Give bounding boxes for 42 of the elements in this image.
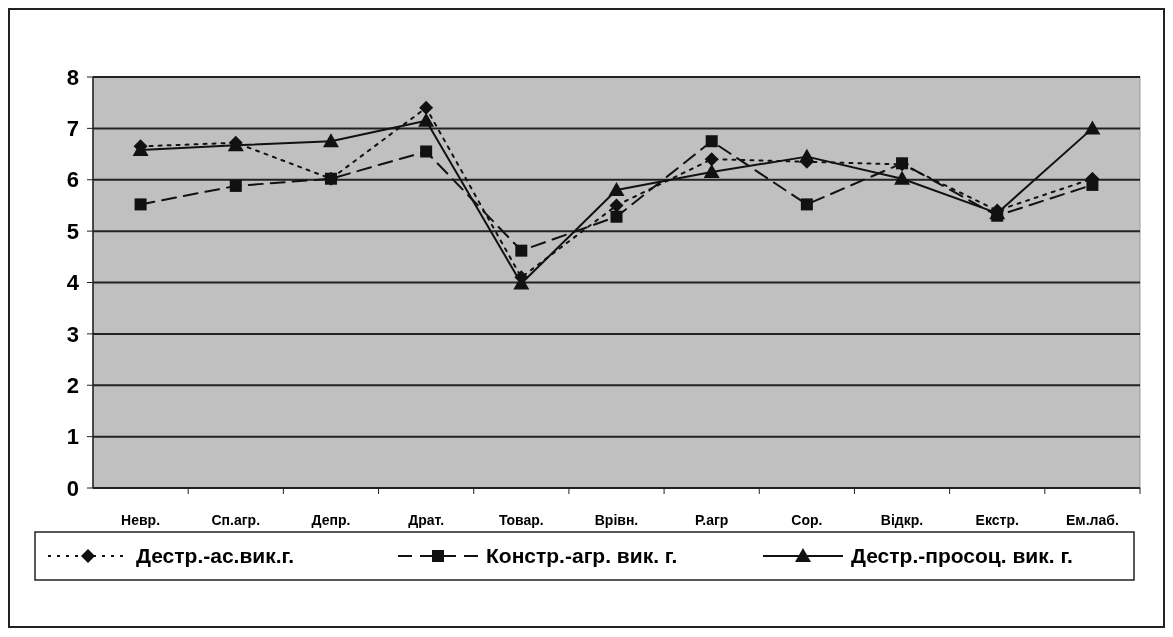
x-tick-label: Екстр. — [975, 512, 1019, 528]
x-tick-label: Відкр. — [880, 512, 924, 528]
y-tick-label: 1 — [66, 424, 79, 450]
x-tick-label: Невр. — [121, 512, 161, 528]
y-tick-label: 7 — [66, 116, 79, 142]
point — [610, 210, 623, 223]
point — [419, 100, 434, 115]
x-tick-label: Сп.агр. — [211, 512, 261, 528]
x-tick-label: Ем.лаб. — [1066, 512, 1119, 528]
y-tick-label: 3 — [66, 321, 79, 347]
point — [322, 133, 339, 148]
y-tick-label: 0 — [66, 475, 79, 501]
y-tick-label: 2 — [66, 372, 79, 398]
point — [1084, 120, 1101, 135]
point — [703, 164, 720, 179]
x-tick-label: Сор. — [791, 512, 823, 528]
y-tick-label: 5 — [66, 218, 79, 244]
point — [705, 135, 718, 148]
point — [134, 198, 147, 211]
y-tick-label: 8 — [66, 64, 79, 90]
x-tick-label: Депр. — [311, 512, 351, 528]
x-tick-label: Р.агр — [695, 512, 729, 528]
point — [324, 172, 337, 185]
point — [704, 152, 719, 167]
point — [609, 198, 624, 213]
point — [420, 145, 433, 158]
point — [896, 157, 909, 170]
point — [798, 148, 815, 163]
legend-label: Дестр.-ас.вик.г. — [136, 544, 295, 568]
point — [608, 182, 625, 197]
point — [229, 179, 242, 192]
x-tick-label: Драт. — [408, 512, 445, 528]
x-tick-label: Товар. — [498, 512, 544, 528]
y-tick-label: 6 — [66, 167, 79, 193]
legend-label: Констр.-агр. вик. г. — [486, 544, 678, 568]
point — [800, 198, 813, 211]
y-tick-label: 4 — [66, 270, 80, 296]
point — [515, 244, 528, 257]
point — [418, 112, 435, 127]
legend-label: Дестр.-просоц. вик. г. — [851, 544, 1073, 568]
point — [894, 170, 911, 185]
x-tick-label: Врівн. — [594, 512, 639, 528]
